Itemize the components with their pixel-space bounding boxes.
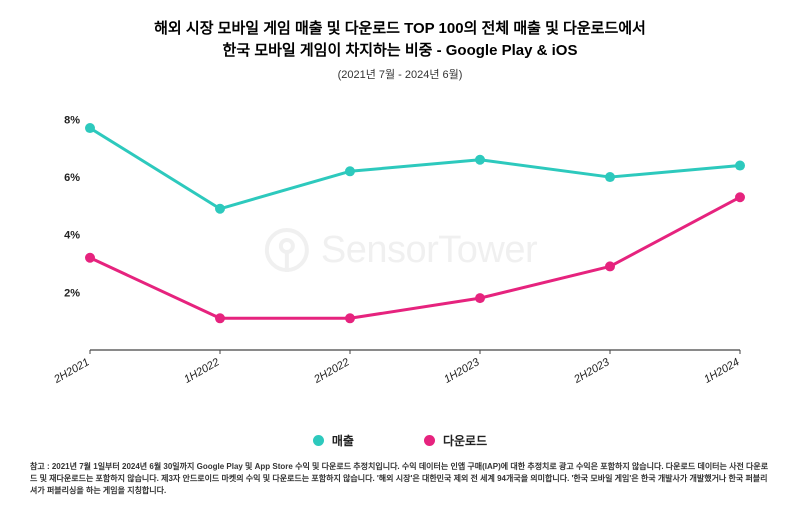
title-line-2: 한국 모바일 게임이 차지하는 비중 - Google Play & iOS: [0, 40, 800, 62]
svg-text:1H2023: 1H2023: [442, 356, 482, 386]
svg-text:6%: 6%: [64, 172, 80, 184]
svg-text:1H2024: 1H2024: [702, 356, 741, 386]
svg-text:1H2022: 1H2022: [182, 356, 221, 386]
chart-area: SensorTower 2%4%6%8%2H20211H20222H20221H…: [40, 95, 760, 405]
svg-text:2H2022: 2H2022: [311, 356, 351, 386]
line-chart: 2% 4% 6% 8% 2H2021 1H2022 2H2022 1H2023 2H2023 1H…: [40, 95, 760, 405]
svg-text:2H2023: 2H2023: [571, 356, 612, 387]
chart-title: 해외 시장 모바일 게임 매출 및 다운로드 TOP 100의 전체 매출 및 …: [0, 0, 800, 62]
legend-item-downloads: 다운로드: [424, 432, 487, 449]
title-line-1: 해외 시장 모바일 게임 매출 및 다운로드 TOP 100의 전체 매출 및 …: [0, 18, 800, 40]
svg-text:2%: 2%: [64, 287, 80, 299]
svg-text:4%: 4%: [64, 230, 80, 242]
legend-dot: [424, 435, 435, 446]
legend-item-revenue: 매출: [313, 432, 354, 449]
legend-label: 매출: [332, 432, 354, 449]
legend-dot: [313, 435, 324, 446]
footnote: 참고 : 2021년 7월 1일부터 2024년 6월 30일까지 Google…: [30, 461, 770, 497]
legend: 매출 다운로드: [0, 432, 800, 449]
chart-subtitle: (2021년 7월 - 2024년 6월): [0, 66, 800, 82]
legend-label: 다운로드: [443, 432, 487, 449]
svg-text:8%: 8%: [64, 114, 80, 126]
svg-text:2H2021: 2H2021: [51, 356, 91, 386]
